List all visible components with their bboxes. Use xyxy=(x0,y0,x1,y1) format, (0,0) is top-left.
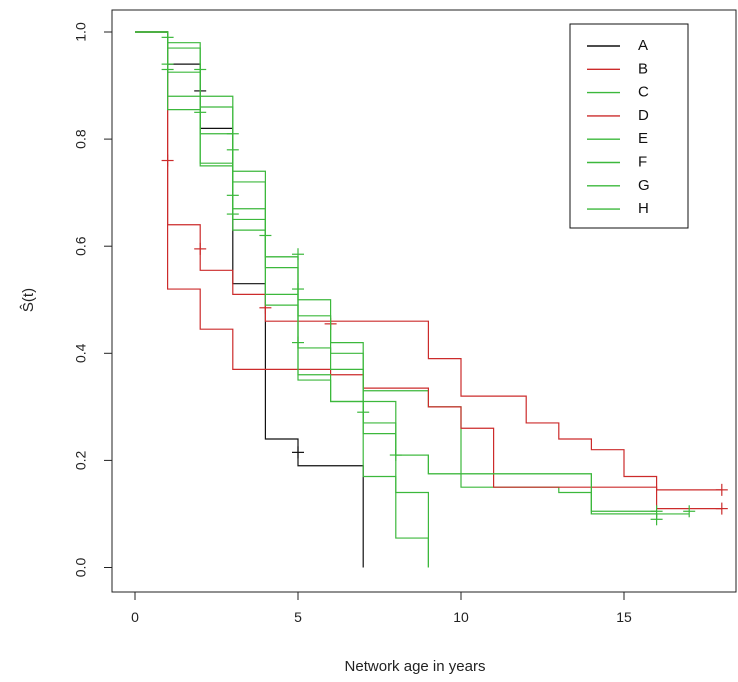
legend-label-a: A xyxy=(638,37,648,54)
x-axis-title: Network age in years xyxy=(345,658,486,675)
y-tick-label: 0.6 xyxy=(73,236,89,256)
x-axis: 0 5 10 15 xyxy=(131,591,632,625)
legend-label-b: B xyxy=(638,60,648,77)
x-tick-label: 15 xyxy=(616,609,632,625)
legend-label-f: F xyxy=(638,153,647,170)
y-axis: 0.0 0.2 0.4 0.6 0.8 1.0 xyxy=(73,22,113,578)
series-line-h xyxy=(135,31,690,515)
y-tick-label: 0.8 xyxy=(73,129,89,149)
legend-label-g: G xyxy=(638,177,650,194)
x-tick-label: 0 xyxy=(131,609,139,625)
series-h xyxy=(135,31,696,518)
series-line-g xyxy=(135,31,429,568)
y-axis-title: Ŝ(t) xyxy=(20,288,37,312)
series-line-f xyxy=(135,31,429,568)
x-tick-label: 10 xyxy=(453,609,469,625)
y-tick-label: 0.4 xyxy=(73,343,89,363)
legend-label-e: E xyxy=(638,130,648,147)
legend-label-h: H xyxy=(638,200,649,217)
series-f xyxy=(135,31,429,568)
y-tick-label: 0.2 xyxy=(73,450,89,470)
series-g xyxy=(135,31,429,568)
y-tick-label: 1.0 xyxy=(73,22,89,42)
legend-box xyxy=(569,23,689,229)
series-layer xyxy=(135,31,728,568)
legend-label-d: D xyxy=(638,107,649,124)
series-line-b xyxy=(135,31,722,491)
legend-label-c: C xyxy=(638,84,649,101)
y-tick-label: 0.0 xyxy=(73,558,89,578)
x-tick-label: 5 xyxy=(294,609,302,625)
